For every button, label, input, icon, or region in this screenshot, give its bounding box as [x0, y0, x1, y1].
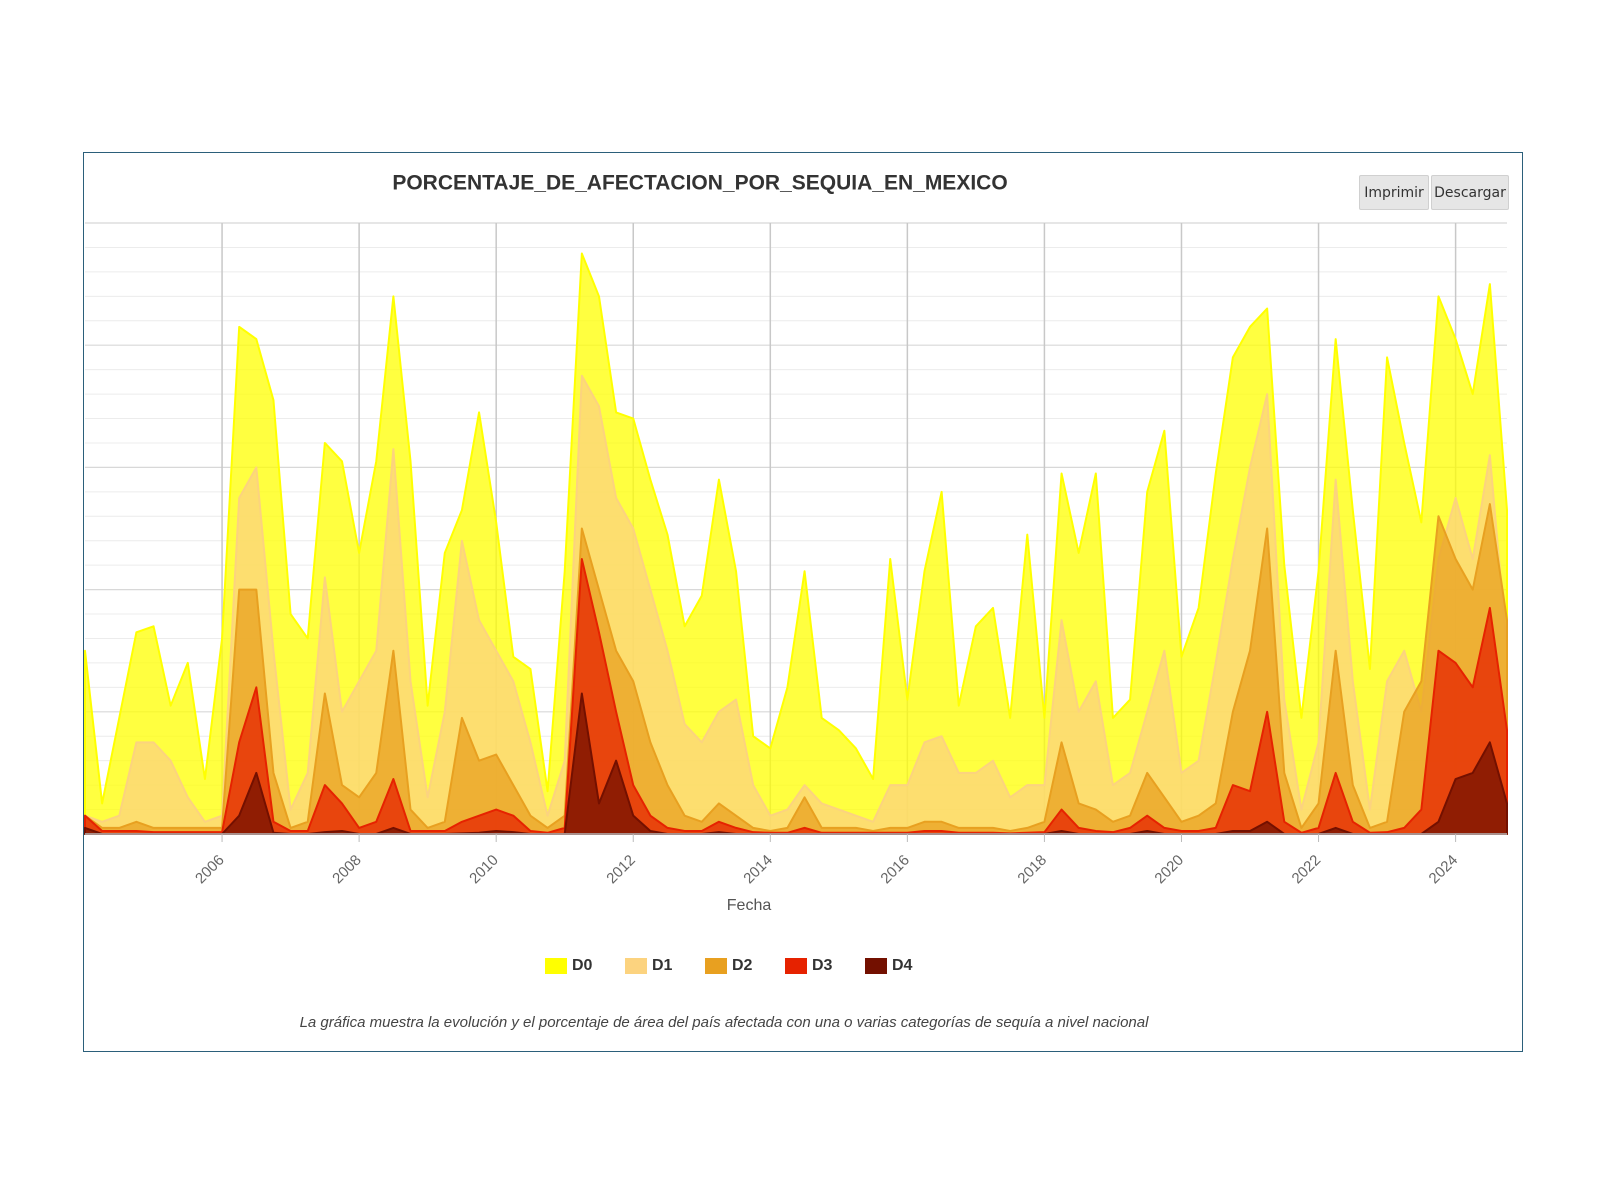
- x-tick-label: 2008: [329, 852, 365, 888]
- legend-swatch: [705, 958, 727, 974]
- legend-swatch: [865, 958, 887, 974]
- x-tick-label: 2016: [877, 852, 913, 888]
- x-tick-label: 2010: [466, 852, 502, 888]
- legend-label: D1: [652, 957, 673, 974]
- x-tick-label: 2020: [1151, 852, 1187, 888]
- legend-label: D2: [732, 957, 753, 974]
- area-d0: [84, 252, 1508, 835]
- legend-swatch: [625, 958, 647, 974]
- x-axis-label: Fecha: [727, 897, 772, 914]
- x-tick-label: 2006: [192, 852, 228, 888]
- x-tick-label: 2018: [1014, 852, 1050, 888]
- area-d1: [84, 374, 1508, 835]
- legend-label: D3: [812, 957, 833, 974]
- x-tick-label: 2012: [603, 852, 639, 888]
- x-tick-label: 2022: [1289, 852, 1325, 888]
- caption: La gráfica muestra la evolución y el por…: [300, 1014, 1150, 1031]
- legend-label: D4: [892, 957, 913, 974]
- x-tick-label: 2014: [740, 852, 776, 888]
- download-button[interactable]: Descargar: [1431, 175, 1509, 210]
- x-tick-label: 2024: [1426, 852, 1462, 888]
- chart-frame: [83, 152, 1523, 1052]
- legend-label: D0: [572, 957, 593, 974]
- legend-swatch: [785, 958, 807, 974]
- area-d3: [84, 558, 1508, 835]
- chart-title: PORCENTAJE_DE_AFECTACION_POR_SEQUIA_EN_M…: [392, 172, 1007, 195]
- legend-swatch: [545, 958, 567, 974]
- print-button[interactable]: Imprimir: [1359, 175, 1429, 210]
